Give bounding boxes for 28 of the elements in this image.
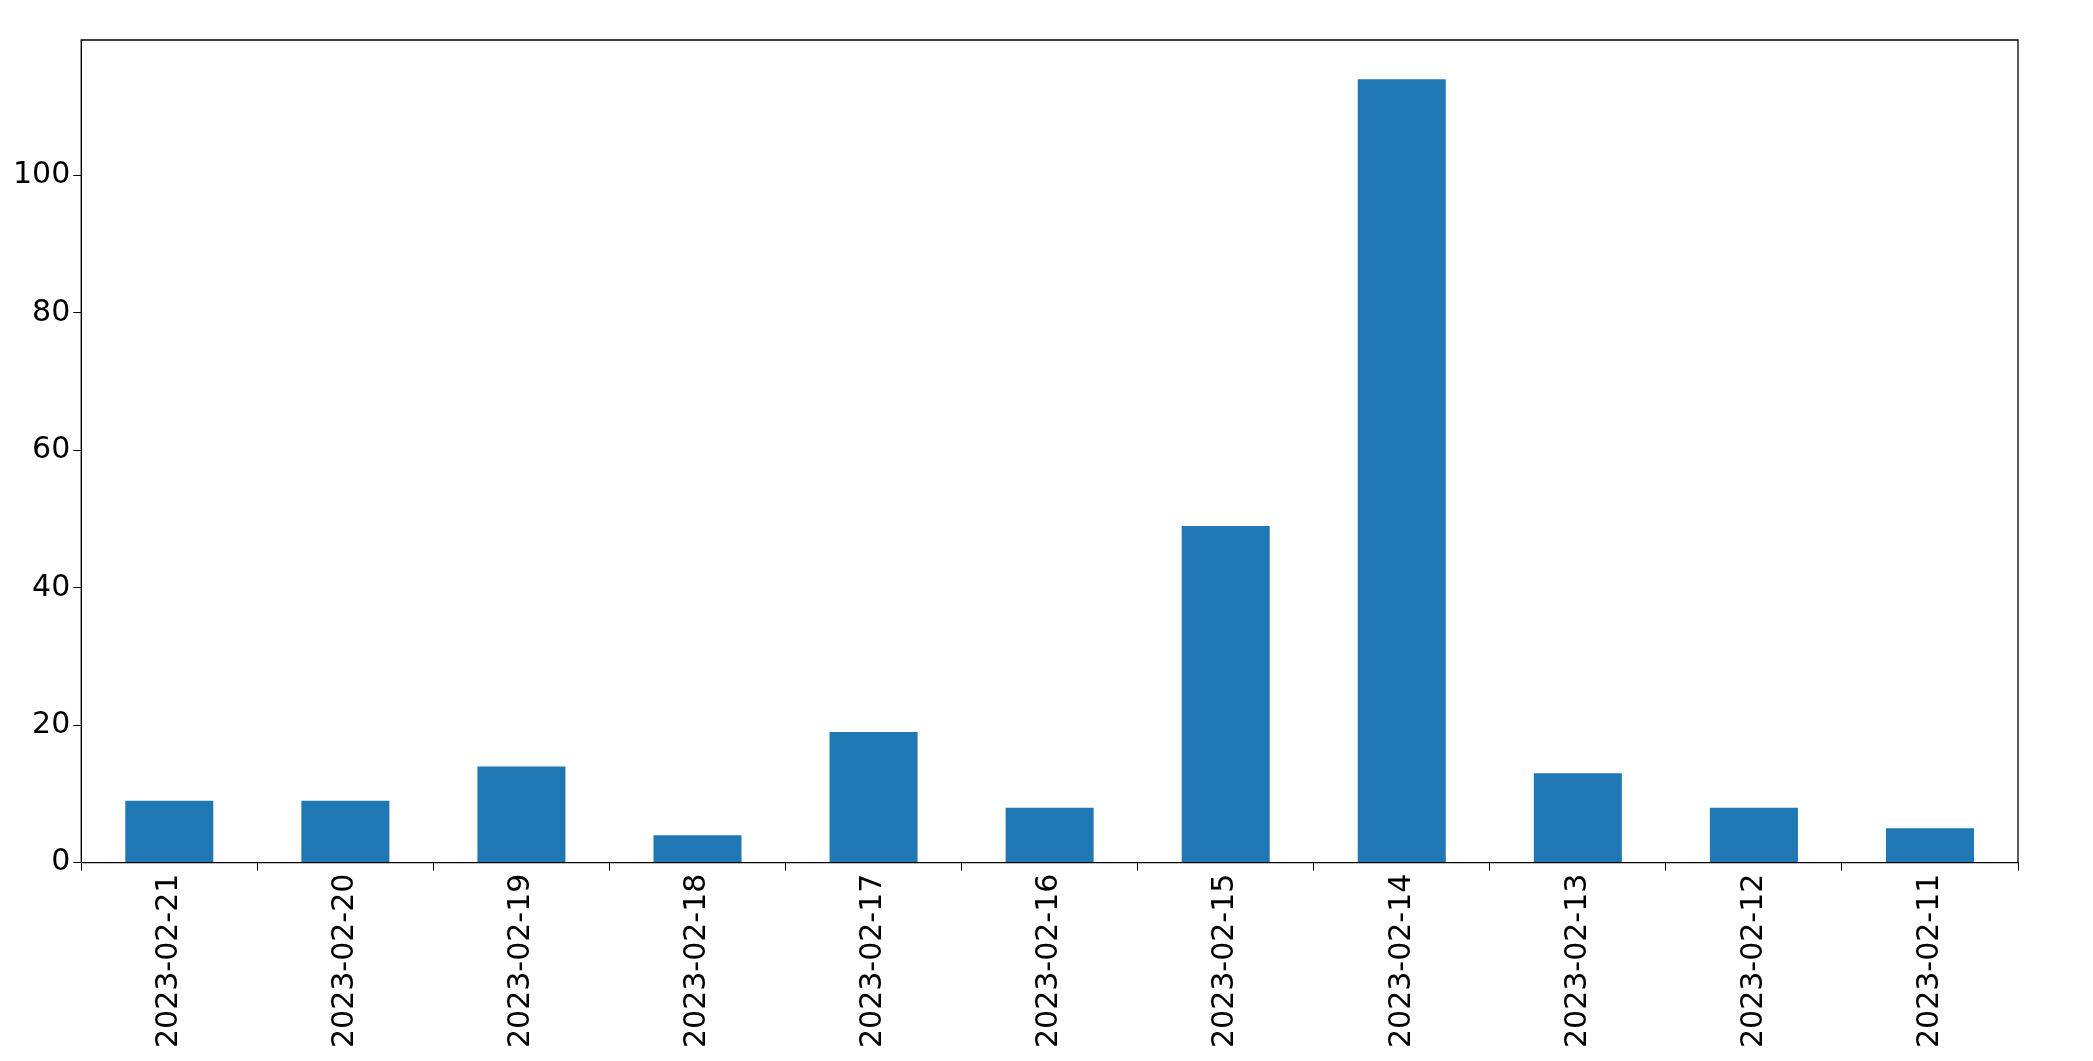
bar bbox=[1181, 525, 1270, 863]
y-tick-label: 40 bbox=[32, 567, 71, 603]
y-tick-label: 0 bbox=[51, 842, 71, 878]
x-tick-label: 2023-02-21 bbox=[149, 873, 185, 1049]
bar bbox=[1357, 79, 1446, 863]
x-tick-label: 2023-02-17 bbox=[853, 873, 889, 1049]
bar bbox=[301, 800, 390, 863]
x-tick-label: 2023-02-19 bbox=[501, 873, 537, 1049]
x-tick-label: 2023-02-16 bbox=[1029, 873, 1065, 1049]
bar bbox=[1005, 807, 1094, 863]
bar bbox=[1709, 807, 1798, 863]
bar bbox=[829, 732, 918, 863]
bar bbox=[125, 800, 214, 863]
x-tick-label: 2023-02-14 bbox=[1381, 873, 1417, 1049]
x-tick-label: 2023-02-13 bbox=[1557, 873, 1593, 1049]
bar bbox=[477, 766, 566, 863]
y-tick-label: 80 bbox=[32, 292, 71, 328]
x-tick-label: 2023-02-15 bbox=[1205, 873, 1241, 1049]
x-tick-label: 2023-02-20 bbox=[325, 873, 361, 1049]
x-tick-label: 2023-02-18 bbox=[677, 873, 713, 1049]
y-tick-label: 60 bbox=[32, 430, 71, 466]
bar bbox=[653, 835, 742, 863]
x-tick-label: 2023-02-11 bbox=[1909, 873, 1945, 1049]
y-tick-label: 20 bbox=[32, 705, 71, 740]
bar bbox=[1533, 773, 1622, 863]
x-tick-label: 2023-02-12 bbox=[1733, 873, 1769, 1049]
bar bbox=[1885, 828, 1974, 863]
y-tick-label: 100 bbox=[13, 155, 71, 191]
